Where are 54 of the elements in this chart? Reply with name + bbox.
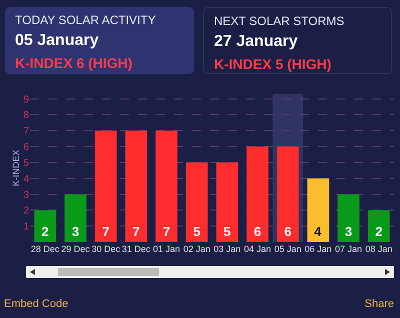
text: K-INDEX 6 (HIGH) bbox=[15, 55, 134, 71]
bar bbox=[216, 162, 238, 242]
bar bbox=[307, 178, 330, 242]
bar bbox=[94, 130, 117, 242]
text: 05 January bbox=[15, 32, 100, 50]
text: Embed Code bbox=[4, 298, 68, 310]
bar bbox=[368, 210, 390, 242]
data-label: 3 bbox=[344, 224, 352, 239]
y-tick-label: 9 bbox=[23, 94, 30, 106]
x-tick-label: 29 Dec bbox=[61, 244, 90, 254]
bar bbox=[338, 194, 360, 242]
y-tick-label: 5 bbox=[23, 158, 30, 169]
text: K-INDEX 5 (HIGH) bbox=[214, 56, 332, 72]
x-tick-label: 02 Jan bbox=[183, 244, 210, 254]
y-tick-label: 2 bbox=[23, 206, 30, 217]
y-axis-title: K-INDEX bbox=[10, 150, 21, 186]
data-label: 2 bbox=[42, 224, 49, 239]
x-tick-label: 06 Jan bbox=[304, 244, 332, 254]
data-label: 5 bbox=[224, 224, 231, 239]
x-tick-label: 05 Jan bbox=[274, 244, 302, 254]
bar bbox=[186, 162, 208, 242]
data-label: 5 bbox=[193, 224, 200, 239]
text: NEXT SOLAR STORMS bbox=[214, 14, 346, 28]
y-tick-label: 3 bbox=[23, 190, 30, 201]
x-tick-label: 30 Dec bbox=[92, 244, 121, 254]
bar bbox=[125, 130, 148, 242]
data-label: 3 bbox=[72, 224, 80, 239]
data-label: 2 bbox=[375, 224, 382, 239]
y-tick-label: 7 bbox=[23, 126, 30, 138]
x-tick-label: 31 Dec bbox=[122, 244, 151, 254]
x-tick-label: 07 Jan bbox=[334, 244, 362, 254]
data-label: 7 bbox=[132, 224, 140, 239]
bar bbox=[276, 146, 299, 242]
data-label: 7 bbox=[102, 224, 110, 239]
y-tick-label: 1 bbox=[23, 222, 30, 233]
text: Share bbox=[364, 298, 394, 310]
data-label: 7 bbox=[162, 224, 170, 239]
data-label: 4 bbox=[314, 224, 322, 239]
x-tick-label: 04 Jan bbox=[244, 244, 272, 254]
bar bbox=[246, 146, 268, 242]
x-tick-label: 01 Jan bbox=[152, 244, 180, 254]
data-label: 6 bbox=[254, 224, 262, 239]
y-tick-label: 4 bbox=[23, 174, 30, 185]
bar bbox=[156, 130, 178, 242]
text: TODAY SOLAR ACTIVITY bbox=[15, 13, 157, 27]
text: 27 January bbox=[214, 33, 299, 51]
x-tick-label: 08 Jan bbox=[365, 244, 392, 254]
bar bbox=[34, 210, 56, 242]
y-tick-label: 6 bbox=[23, 142, 30, 154]
x-tick-label: 28 Dec bbox=[30, 244, 60, 254]
x-tick-label: 03 Jan bbox=[214, 244, 241, 254]
y-tick-label: 8 bbox=[23, 110, 30, 122]
bar bbox=[64, 194, 86, 242]
data-label: 6 bbox=[284, 224, 292, 239]
